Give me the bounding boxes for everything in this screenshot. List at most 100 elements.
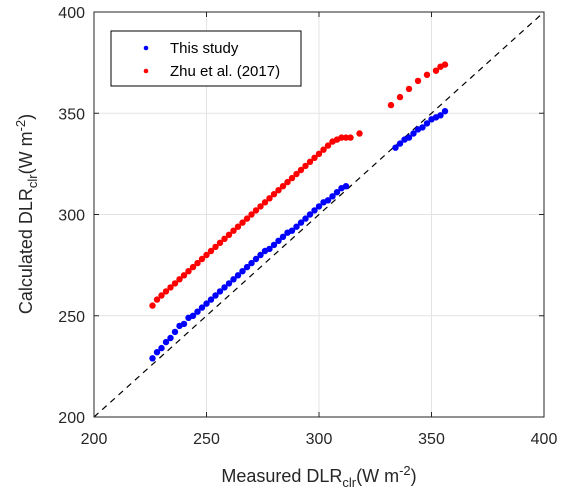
y-axis-label: Calculated DLRclr(W m-2) [13, 114, 40, 314]
data-point [437, 112, 444, 119]
data-point [306, 211, 314, 218]
data-point [315, 150, 323, 157]
legend-label-zhu-2017: Zhu et al. (2017) [170, 63, 280, 80]
data-point [153, 296, 161, 303]
data-point [230, 227, 237, 234]
data-point [261, 199, 269, 206]
data-point [252, 255, 260, 263]
x-tick-label: 400 [531, 431, 558, 448]
data-point [216, 288, 224, 295]
data-point [410, 130, 417, 137]
legend-box [110, 30, 302, 87]
data-point [158, 292, 165, 299]
data-point [320, 146, 327, 153]
data-point [167, 284, 174, 291]
data-point [396, 93, 404, 101]
data-point [243, 263, 251, 271]
data-point [149, 302, 156, 309]
data-point [396, 140, 404, 147]
data-point [234, 272, 242, 279]
data-point [221, 235, 228, 242]
data-point [315, 203, 323, 210]
y-tick-label: 200 [58, 410, 85, 427]
data-point [423, 71, 431, 79]
data-point [432, 67, 440, 74]
data-point [302, 215, 309, 222]
data-point [167, 334, 174, 342]
data-point [149, 355, 156, 362]
data-point [257, 203, 264, 210]
data-point [239, 268, 246, 275]
x-tick-label: 350 [418, 431, 445, 448]
data-point [257, 251, 264, 259]
data-point [270, 191, 278, 198]
legend-label-this-study: This study [170, 40, 239, 57]
data-point [243, 215, 251, 222]
data-point [293, 223, 300, 230]
data-point [342, 183, 350, 190]
data-point [216, 239, 224, 246]
y-tick-label: 350 [58, 106, 85, 123]
x-tick-label: 200 [81, 431, 108, 448]
data-point [171, 328, 179, 336]
data-point [441, 108, 449, 115]
legend-marker-this-study [143, 45, 149, 51]
data-point [180, 320, 188, 328]
data-point [207, 247, 215, 255]
data-point [207, 296, 215, 303]
series-0-points [149, 108, 449, 362]
y-tick-label: 300 [58, 208, 85, 225]
data-point [324, 142, 332, 149]
data-point [266, 195, 273, 202]
data-point [419, 124, 426, 131]
data-point [306, 158, 314, 165]
data-point [405, 85, 413, 93]
data-point [293, 170, 300, 178]
data-point [356, 130, 363, 137]
legend-marker-zhu-2017 [143, 68, 149, 74]
data-point [279, 233, 287, 240]
data-point [189, 263, 197, 271]
data-point [171, 280, 179, 287]
data-point [225, 280, 233, 287]
data-point [212, 292, 219, 299]
data-point [270, 241, 278, 249]
data-point [347, 134, 354, 141]
data-point [203, 300, 210, 307]
data-point [248, 259, 255, 267]
data-point [302, 162, 309, 170]
axis-ticks: 200 250 300 350 400 200 250 300 350 400 [58, 5, 557, 448]
data-point [338, 134, 345, 141]
x-axis-label: Measured DLRclr(W m-2) [221, 463, 416, 490]
data-point [275, 187, 282, 194]
one-to-one-reference-line [93, 11, 545, 418]
legend: This study Zhu et al. (2017) [110, 30, 302, 87]
data-point [248, 211, 255, 218]
data-point [423, 120, 431, 127]
data-point [203, 251, 210, 259]
data-point [212, 243, 219, 251]
data-point [266, 245, 273, 253]
data-point [387, 101, 395, 109]
data-point [329, 193, 336, 200]
data-point [342, 134, 350, 141]
data-point [180, 272, 188, 279]
data-point [221, 284, 228, 291]
data-point [333, 189, 341, 196]
data-point [311, 207, 318, 214]
data-point [198, 304, 206, 311]
data-point [297, 219, 305, 226]
data-point [239, 219, 246, 226]
data-point [405, 134, 413, 141]
data-point [441, 61, 449, 68]
data-point [284, 178, 291, 186]
data-point [225, 231, 233, 238]
y-tick-label: 250 [58, 309, 85, 326]
data-point [162, 338, 170, 346]
data-point [414, 77, 422, 85]
x-tick-label: 300 [306, 431, 333, 448]
y-tick-label: 400 [58, 5, 85, 22]
data-point [162, 288, 170, 295]
data-point [189, 312, 197, 319]
